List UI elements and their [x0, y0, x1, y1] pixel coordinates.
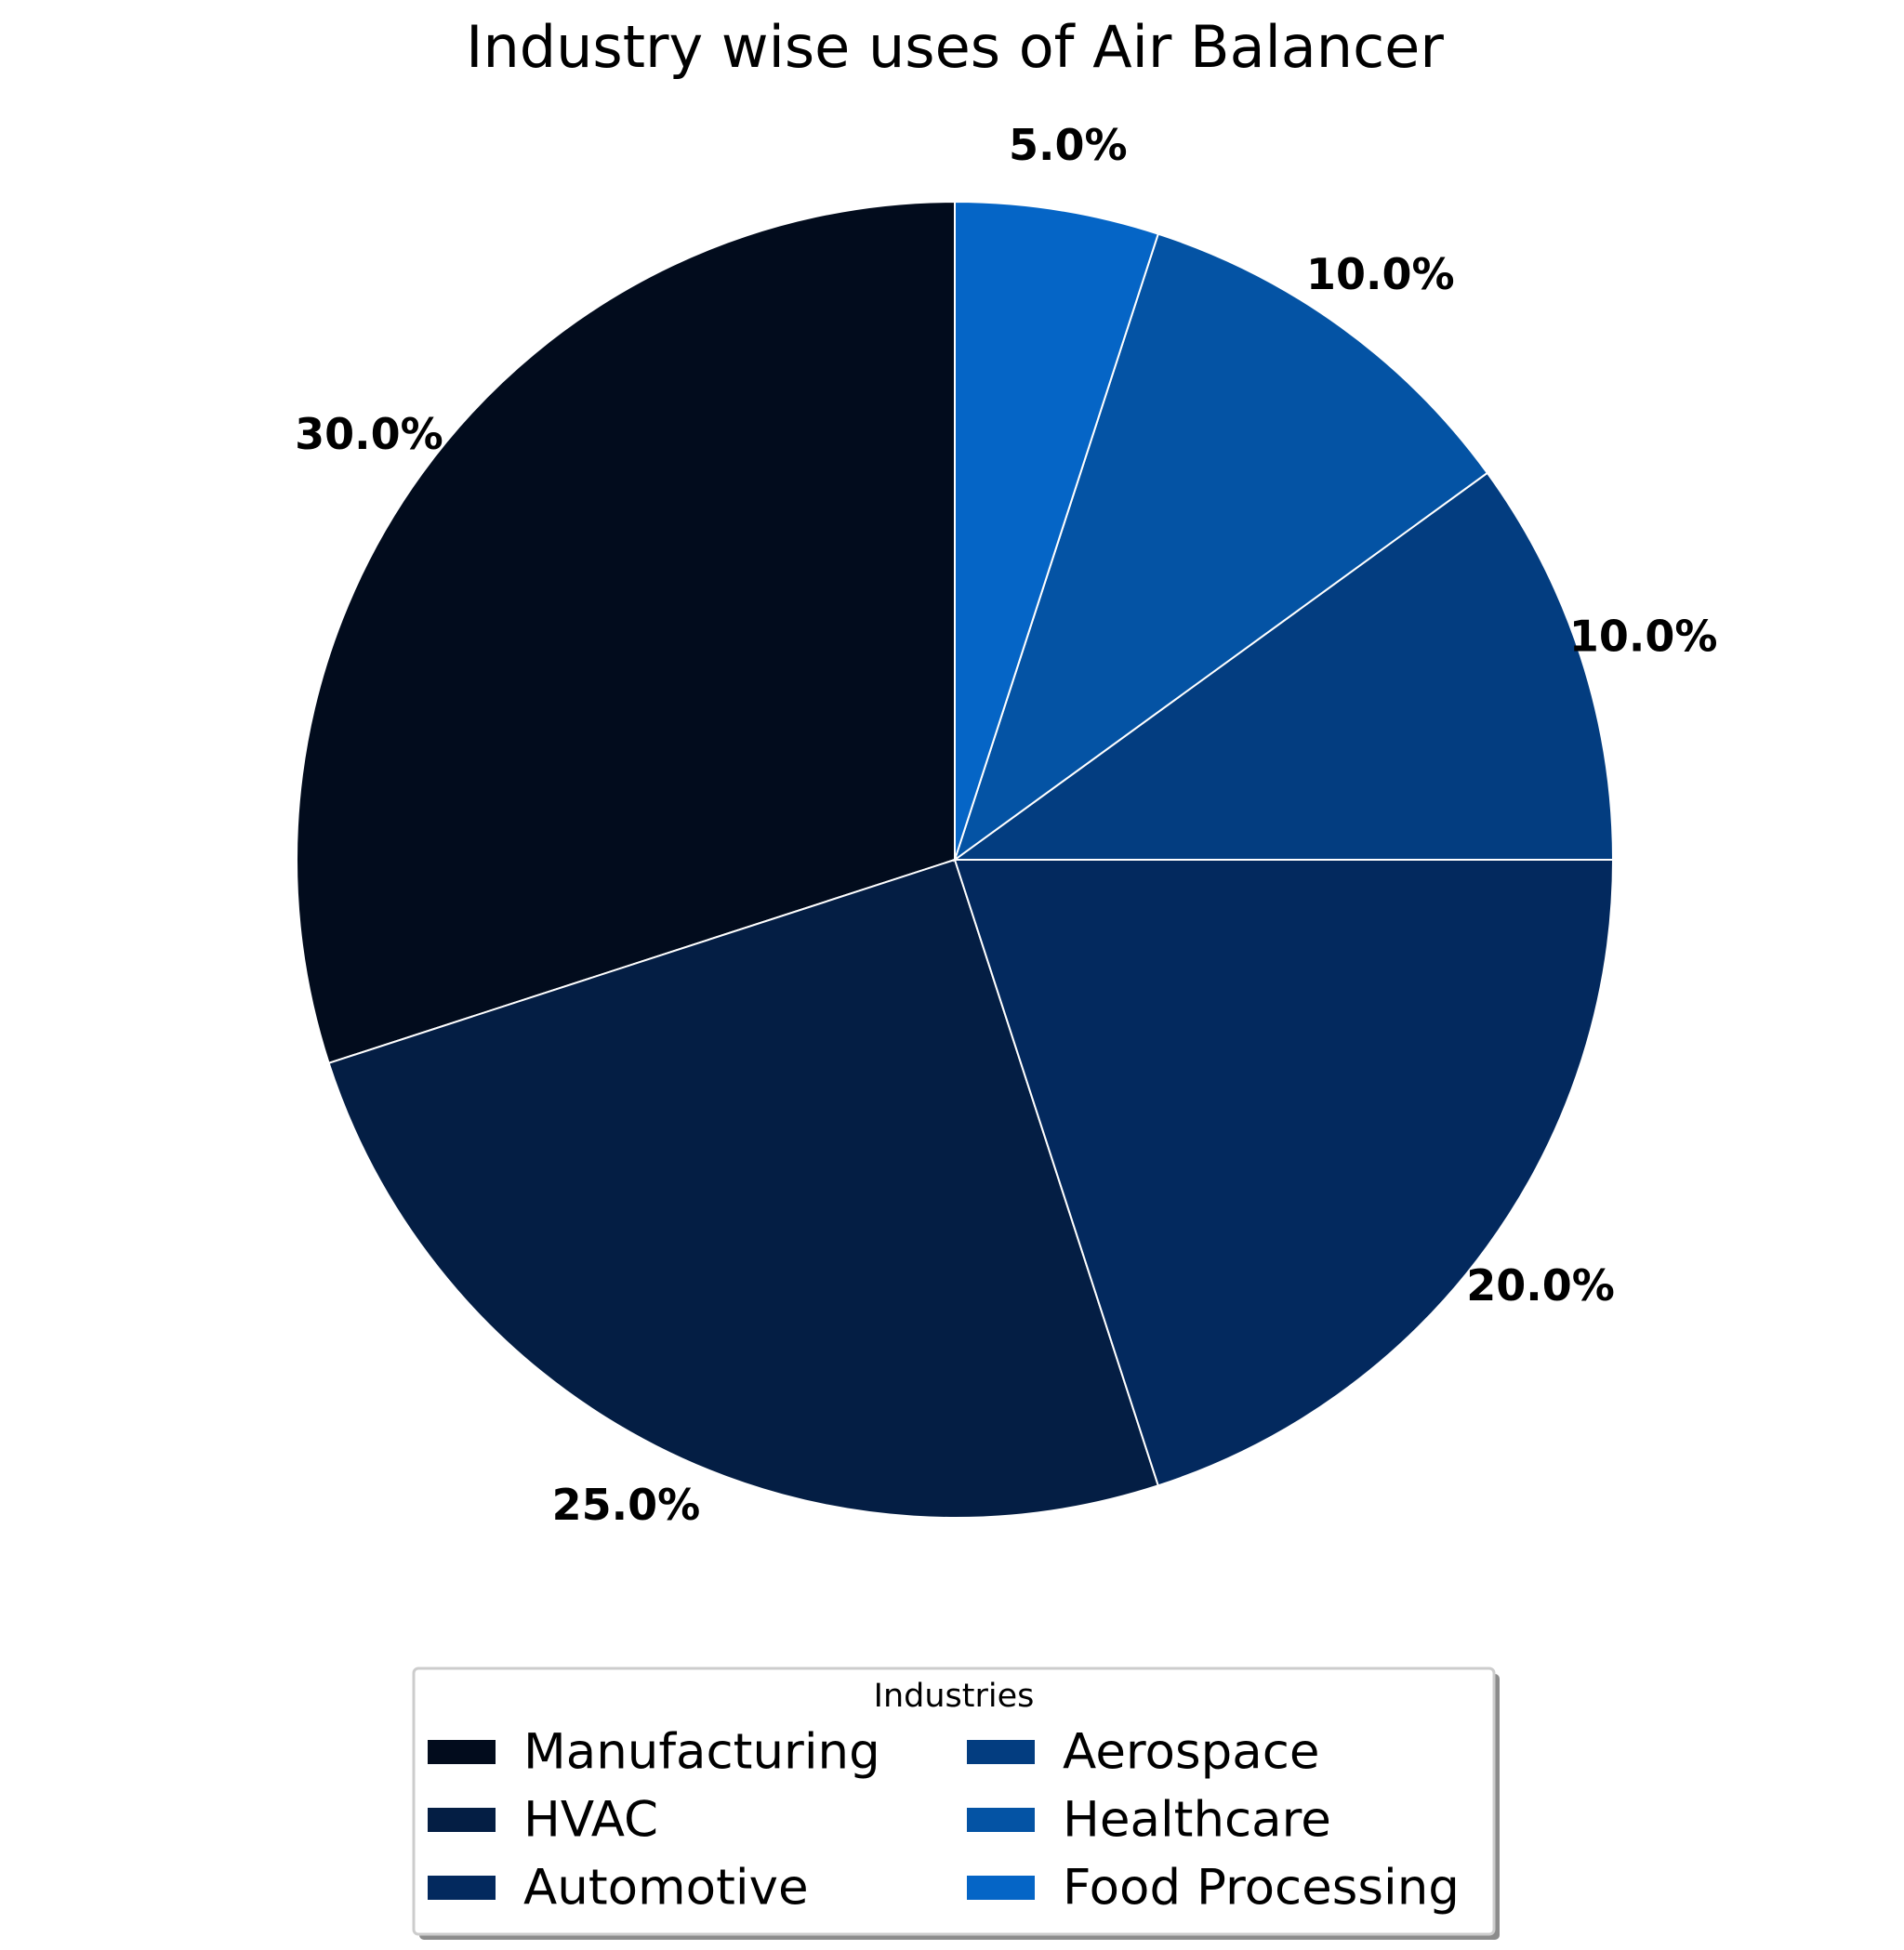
legend-swatch-hvac — [428, 1808, 496, 1832]
legend-label-manufacturing: Manufacturing — [523, 1724, 880, 1781]
legend-items: Manufacturing HVAC Automotive Aerospace Heal… — [428, 1724, 1460, 1917]
pie-slice-aerospace — [951, 471, 1615, 861]
legend-item-hvac: HVAC — [428, 1792, 658, 1849]
legend-label-hvac: HVAC — [523, 1792, 658, 1849]
legend-item-automotive: Automotive — [428, 1860, 809, 1917]
legend-label-healthcare: Healthcare — [1063, 1792, 1331, 1849]
pct-label-healthcare: 10.0% — [1306, 249, 1455, 299]
legend-item-manufacturing: Manufacturing — [428, 1724, 880, 1781]
legend-label-food-processing: Food Processing — [1063, 1860, 1460, 1917]
pct-label-automotive: 20.0% — [1466, 1260, 1615, 1311]
pie-slice-hvac — [327, 858, 1160, 1519]
legend: Industries Manufacturing HVAC Automotive Ae… — [412, 1667, 1500, 1940]
pie-slices — [296, 200, 1615, 1519]
legend-swatch-healthcare — [967, 1808, 1035, 1832]
pct-label-food-processing: 5.0% — [1009, 120, 1128, 170]
legend-swatch-food-processing — [967, 1876, 1035, 1900]
pie-slice-automotive — [953, 859, 1615, 1487]
legend-label-aerospace: Aerospace — [1063, 1724, 1319, 1781]
percentage-labels: 30.0% 25.0% 20.0% 10.0% 10.0% 5.0% — [295, 120, 1717, 1530]
chart-title: Industry wise uses of Air Balancer — [466, 13, 1444, 81]
pie-slice-food-processing — [954, 200, 1160, 861]
legend-label-automotive: Automotive — [523, 1860, 809, 1917]
legend-frame — [412, 1667, 1496, 1936]
pie-slice-manufacturing — [296, 200, 956, 1065]
pct-label-manufacturing: 30.0% — [295, 409, 443, 459]
legend-swatch-manufacturing — [428, 1740, 496, 1764]
pct-label-aerospace: 10.0% — [1569, 611, 1718, 661]
legend-item-aerospace: Aerospace — [967, 1724, 1319, 1781]
legend-swatch-automotive — [428, 1876, 496, 1900]
pct-label-hvac: 25.0% — [552, 1480, 701, 1530]
legend-item-food-processing: Food Processing — [967, 1860, 1460, 1917]
pie-slice-healthcare — [953, 232, 1489, 863]
legend-item-healthcare: Healthcare — [967, 1792, 1331, 1849]
legend-title: Industries — [874, 1678, 1035, 1715]
legend-swatch-aerospace — [967, 1740, 1035, 1764]
